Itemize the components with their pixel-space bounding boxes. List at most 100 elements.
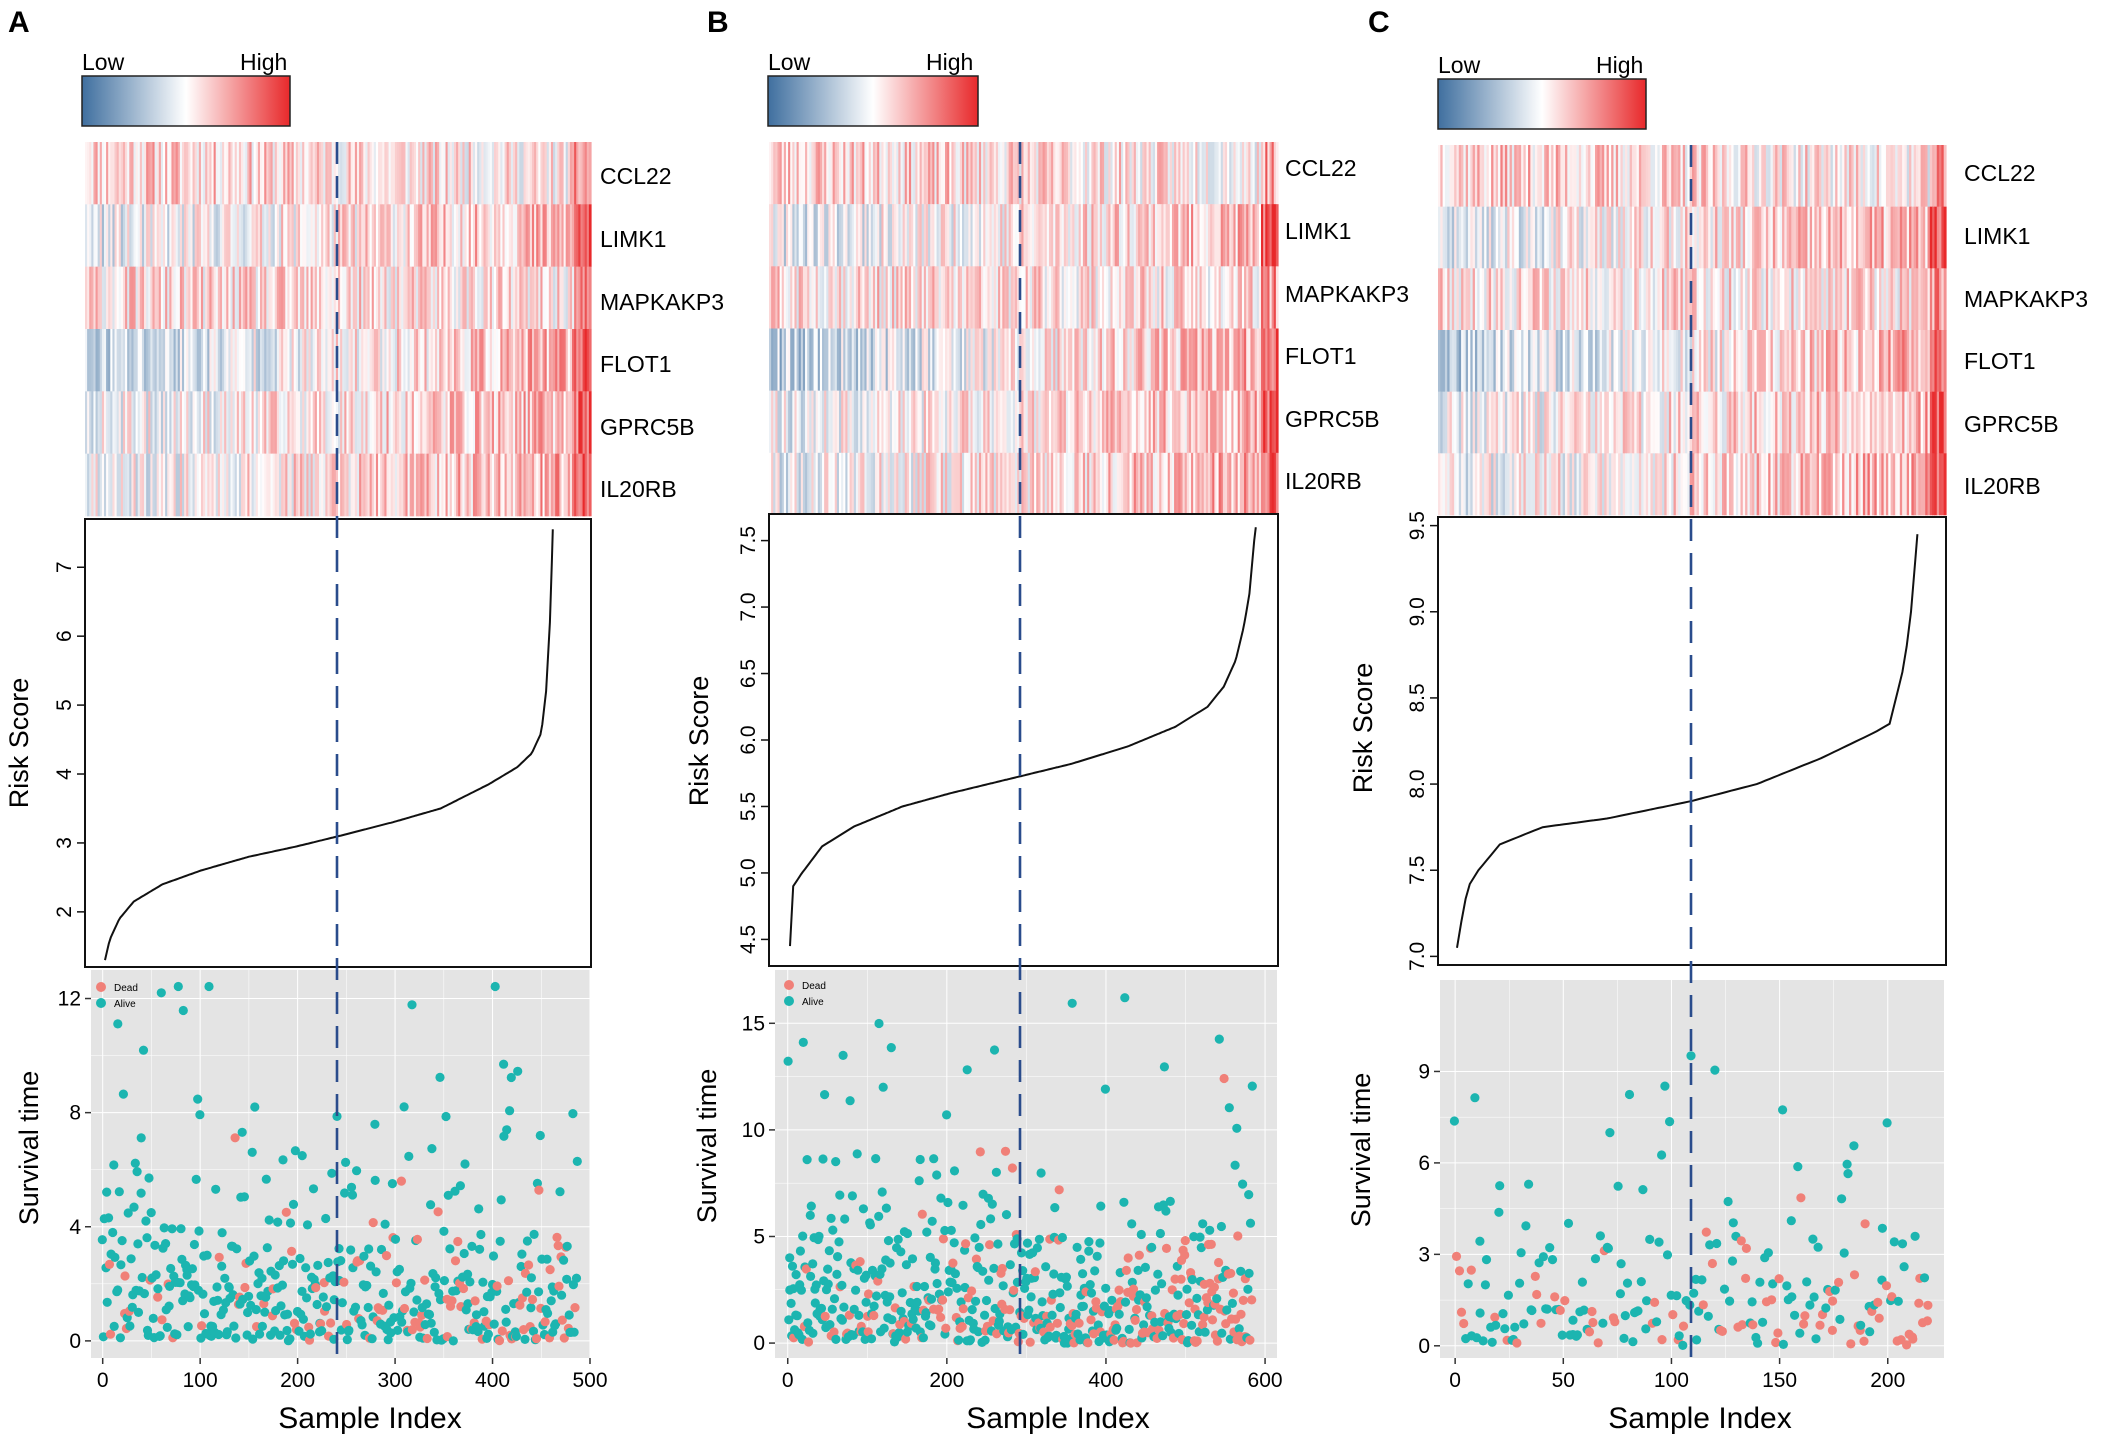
heatmap-cell xyxy=(1048,204,1052,267)
heatmap-cell xyxy=(129,142,132,205)
point-alive xyxy=(1096,1201,1106,1211)
point-dead xyxy=(422,1333,432,1344)
heatmap-cell xyxy=(323,142,326,205)
point-alive xyxy=(116,1260,126,1270)
heatmap-cell xyxy=(1583,268,1587,331)
heatmap-cell xyxy=(470,329,474,392)
heatmap-cell xyxy=(1879,268,1882,331)
heatmap-cell xyxy=(93,329,97,392)
heatmap-cell xyxy=(1463,145,1467,207)
heatmap-cell xyxy=(1269,266,1273,329)
heatmap-cell xyxy=(555,142,558,205)
heatmap-cell xyxy=(928,142,931,205)
heatmap-cell xyxy=(540,391,544,454)
heatmap-cell xyxy=(177,266,181,330)
heatmap-cell xyxy=(1592,145,1596,207)
heatmap-cell xyxy=(247,453,251,517)
heatmap-cell xyxy=(847,204,851,267)
heatmap-cell xyxy=(1218,452,1222,516)
heatmap-cell xyxy=(1142,452,1145,516)
heatmap-cell xyxy=(1625,330,1628,392)
heatmap-cell xyxy=(940,452,944,516)
heatmap-cell xyxy=(1641,268,1645,331)
point-alive xyxy=(237,1127,247,1137)
point-alive xyxy=(133,1239,143,1249)
heatmap-cell xyxy=(1053,204,1056,267)
heatmap-cell xyxy=(872,204,876,267)
point-alive xyxy=(1158,1331,1168,1341)
heatmap-cell xyxy=(428,329,432,392)
heatmap-cell xyxy=(773,328,776,391)
heatmap-cell xyxy=(451,391,455,454)
heatmap-cell xyxy=(521,142,525,205)
heatmap-cell xyxy=(1021,452,1025,516)
heatmap-cell xyxy=(125,329,128,392)
heatmap-cell xyxy=(900,390,904,454)
heatmap-cell xyxy=(1085,328,1088,391)
heatmap-cell xyxy=(1488,268,1492,331)
heatmap-cell xyxy=(580,453,584,517)
heatmap-cell xyxy=(1682,268,1686,331)
heatmap-cell xyxy=(1516,145,1520,207)
heatmap-cell xyxy=(523,142,527,205)
heatmap-cell xyxy=(1106,390,1109,454)
heatmap-cell xyxy=(1851,145,1855,207)
heatmap-cell xyxy=(101,204,105,267)
heatmap-cell xyxy=(268,329,272,392)
heatmap-cell xyxy=(1023,390,1027,454)
heatmap-cell xyxy=(970,204,974,267)
heatmap-cell xyxy=(241,204,244,267)
point-alive xyxy=(1044,1331,1054,1341)
point-alive xyxy=(125,1321,135,1331)
heatmap-cell xyxy=(1146,390,1150,454)
heatmap-cell xyxy=(1865,268,1869,331)
heatmap-cell xyxy=(403,204,407,267)
heatmap-cell xyxy=(1618,268,1622,331)
heatmap-cell xyxy=(1205,266,1209,329)
heatmap-cell xyxy=(101,329,105,392)
heatmap-cell xyxy=(1174,390,1177,454)
heatmap-cell xyxy=(1703,330,1707,392)
heatmap-cell xyxy=(885,328,889,391)
heatmap-cell xyxy=(481,453,485,517)
heatmap-cell xyxy=(1106,266,1109,329)
heatmap-cell xyxy=(127,142,130,205)
heatmap-cell xyxy=(995,452,999,516)
heatmap-cell xyxy=(807,390,810,454)
heatmap-cell xyxy=(1687,330,1691,392)
point-alive xyxy=(371,1267,381,1277)
heatmap-cell xyxy=(314,142,318,205)
heatmap-cell xyxy=(1504,206,1508,269)
heatmap-cell xyxy=(394,453,398,517)
heatmap-cell xyxy=(194,204,198,267)
heatmap-cell xyxy=(968,452,972,516)
heatmap-cell xyxy=(1106,204,1109,267)
heatmap-cell xyxy=(207,453,210,517)
heatmap-cell xyxy=(970,390,974,454)
point-alive xyxy=(831,1157,841,1167)
heatmap-cell xyxy=(1254,204,1258,267)
heatmap-cell xyxy=(930,452,933,516)
heatmap-cell xyxy=(1892,206,1896,269)
heatmap-cell xyxy=(964,452,967,516)
heatmap-cell xyxy=(1131,390,1135,454)
heatmap-cell xyxy=(1567,268,1571,331)
heatmap-cell xyxy=(1142,328,1145,391)
heatmap-cell xyxy=(340,329,343,392)
heatmap-cell xyxy=(1199,390,1203,454)
heatmap-cell xyxy=(470,391,474,454)
point-dead xyxy=(524,1260,534,1270)
heatmap-cell xyxy=(1874,268,1878,331)
heatmap-cell xyxy=(851,328,855,391)
heatmap-cell xyxy=(1104,204,1107,267)
heatmap-cell xyxy=(555,266,558,330)
colorbar-low-label: Low xyxy=(82,49,125,75)
heatmap-cell xyxy=(1008,142,1012,205)
heatmap-cell xyxy=(219,204,223,267)
heatmap-cell xyxy=(1758,268,1762,331)
heatmap-cell xyxy=(291,266,295,330)
heatmap-cell xyxy=(802,142,806,205)
heatmap-cell xyxy=(344,142,348,205)
heatmap-cell xyxy=(89,453,92,517)
heatmap-cell xyxy=(1038,390,1042,454)
